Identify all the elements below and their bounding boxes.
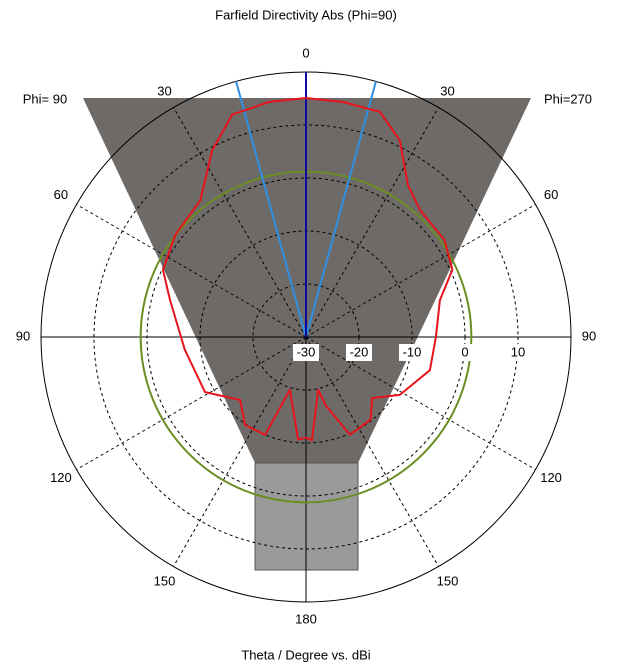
pattern-curve (162, 97, 454, 442)
angle-tick-label: 90 (16, 328, 30, 343)
r-tick-label: 0 (461, 344, 468, 359)
label-bg (346, 344, 372, 361)
angle-tick-label: 150 (154, 574, 176, 589)
beam-line (305, 81, 377, 338)
angle-tick-label: 60 (544, 187, 558, 202)
beam-line (235, 81, 307, 338)
label-bg (293, 344, 319, 361)
angle-tick-label: 0 (302, 45, 309, 60)
angle-tick-label: 120 (540, 470, 562, 485)
angle-tick-label: 30 (440, 83, 454, 98)
grid-spoke (76, 336, 307, 470)
angle-tick-label: 150 (437, 574, 459, 589)
grid-spoke (305, 336, 536, 470)
r-tick-label: -10 (403, 344, 422, 359)
grid-spoke (76, 204, 307, 338)
r-tick-label: 10 (511, 344, 525, 359)
grid-spoke (305, 107, 439, 338)
angle-tick-label: 30 (157, 83, 171, 98)
label-bg (452, 344, 478, 361)
angle-tick-label: 120 (50, 470, 72, 485)
grid-spoke (305, 204, 536, 338)
x-axis-label: Theta / Degree vs. dBi (241, 647, 370, 662)
angle-tick-label: 60 (54, 187, 68, 202)
r-tick-label: -20 (350, 344, 369, 359)
side-label: Phi= 90 (23, 91, 67, 106)
grid-spoke (173, 336, 307, 567)
side-label: Phi=270 (544, 91, 592, 106)
label-bg (399, 344, 425, 361)
angle-tick-label: 90 (582, 328, 596, 343)
label-bg (505, 344, 531, 361)
r-tick-label: -30 (297, 344, 316, 359)
angle-tick-label: 180 (295, 611, 317, 626)
chart-title: Farfield Directivity Abs (Phi=90) (215, 7, 397, 22)
grid-spoke (305, 336, 439, 567)
grid-spoke (173, 107, 307, 338)
